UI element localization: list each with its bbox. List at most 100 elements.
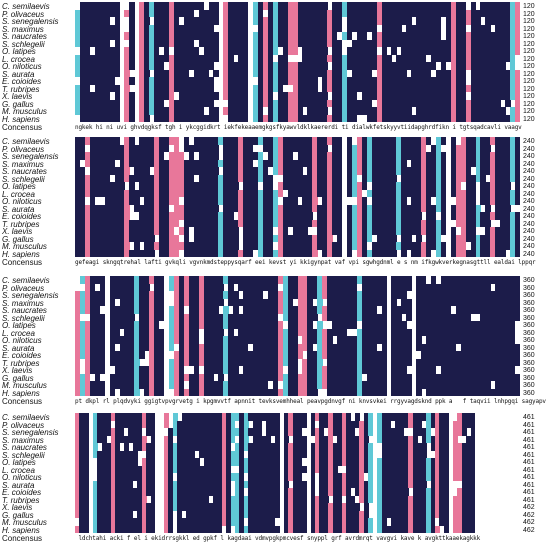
sequence-row — [75, 336, 520, 344]
sequence-row — [75, 219, 520, 227]
position-number: 120 — [523, 78, 535, 85]
species-label: M. musculus — [2, 242, 47, 251]
species-label: C. semilaevis — [2, 276, 50, 285]
sequence-row — [75, 99, 520, 107]
sequence-row — [75, 435, 520, 443]
position-number: 461 — [523, 444, 535, 451]
sequence-row — [75, 182, 520, 190]
species-label: P. olivaceus — [2, 144, 45, 154]
sequence-row — [75, 343, 520, 351]
species-label: P. olivaceus — [2, 420, 45, 430]
sequence-row — [75, 17, 520, 25]
position-number: 240 — [523, 213, 535, 220]
species-label: M. musculus — [2, 518, 47, 527]
position-number: 462 — [523, 504, 535, 511]
sequence-row — [75, 107, 520, 115]
consensus-sequence: pt dkpl rl plqdvyki ggigtvpvgrvetg i kpg… — [75, 398, 546, 405]
position-number: 461 — [523, 429, 535, 436]
position-number: 240 — [523, 138, 535, 145]
sequence-row — [75, 298, 520, 306]
species-label: O. latipes — [2, 458, 36, 467]
species-label: S. schlegelii — [2, 450, 45, 460]
sequence-row — [75, 465, 520, 473]
sequence-row — [75, 373, 520, 381]
species-label: S. schlegelii — [2, 174, 45, 184]
position-number: 120 — [523, 93, 535, 100]
sequence-row — [75, 249, 520, 257]
sequence-row — [75, 24, 520, 32]
species-label: S. senegalensis — [2, 152, 59, 161]
sequence-row — [75, 428, 520, 436]
species-label: G. gallus — [2, 234, 34, 244]
species-label: G. gallus — [2, 99, 34, 109]
species-label: X. laevis — [2, 503, 33, 512]
sequence-row — [75, 69, 520, 77]
position-number: 120 — [523, 55, 535, 63]
species-label: S. naucrates — [2, 306, 47, 315]
species-label: P. olivaceus — [2, 283, 45, 293]
sequence-row — [75, 204, 520, 212]
alignment-block-3: C. semilaevis P. olivaceus S. senegalensis… — [0, 276, 548, 406]
sequence-row — [75, 174, 520, 182]
sequence-row — [75, 413, 520, 421]
sequence-row — [75, 351, 520, 359]
species-label: S. schlegelii — [2, 39, 45, 49]
position-number: 461 — [523, 459, 535, 466]
position-number: 461 — [523, 414, 535, 421]
species-label: O. niloticus — [2, 197, 42, 206]
species-label: X. laevis — [2, 92, 33, 101]
position-number: 360 — [523, 344, 535, 352]
sequence-row — [75, 39, 520, 47]
species-label: X. laevis — [2, 366, 33, 375]
sequence-row — [75, 420, 520, 428]
sequence-row — [75, 510, 520, 518]
position-number: 120 — [523, 108, 535, 115]
sequence-row — [75, 92, 520, 100]
sequence-row — [75, 62, 520, 70]
position-number: 240 — [523, 153, 535, 160]
sequence-row — [75, 9, 520, 17]
species-label: M. musculus — [2, 107, 47, 116]
species-label: M. musculus — [2, 381, 47, 390]
position-number: 360 — [523, 329, 535, 337]
position-number: 462 — [523, 526, 535, 534]
species-label: H. sapiens — [2, 525, 40, 535]
position-number: 120 — [523, 48, 535, 55]
position-number: 360 — [523, 337, 535, 344]
sequence-row — [75, 450, 520, 458]
species-label: H. sapiens — [2, 388, 40, 398]
species-label: S. aurata — [2, 69, 35, 79]
position-number: 120 — [523, 25, 535, 33]
species-label: S. senegalensis — [2, 17, 59, 26]
sequence-row — [75, 480, 520, 488]
sequence-row — [75, 503, 520, 511]
sequence-row — [75, 381, 520, 389]
species-label: S. maximus — [2, 298, 44, 308]
position-number: 120 — [523, 63, 535, 70]
position-number: 360 — [523, 352, 535, 359]
position-number: 240 — [523, 190, 535, 198]
species-label: T. rubripes — [2, 358, 40, 368]
species-label: C. semilaevis — [2, 2, 50, 11]
species-label: O. niloticus — [2, 62, 42, 71]
sequence-row — [75, 32, 520, 40]
alignment-block-2: C. semilaevis P. olivaceus S. senegalensis… — [0, 137, 548, 267]
position-number: 240 — [523, 183, 535, 190]
sequence-row — [75, 525, 520, 533]
position-number: 360 — [523, 314, 535, 322]
position-number: 461 — [523, 489, 535, 496]
consensus-sequence: ngkek hi ni uvi ghvdqgksf tgh i ykcggidk… — [75, 124, 522, 131]
position-number: 240 — [523, 228, 535, 235]
position-number: 360 — [523, 307, 535, 314]
position-number: 360 — [523, 299, 535, 307]
sequence-row — [75, 358, 520, 366]
position-number: 360 — [523, 389, 535, 397]
species-label: C. semilaevis — [2, 137, 50, 146]
consensus-sequence: ldchtahi acki f el i ekidrrsgkkl ed gpkf… — [75, 535, 481, 542]
species-label: E. coioides — [2, 212, 42, 221]
sequence-row — [75, 159, 520, 167]
species-label: E. coioides — [2, 351, 42, 360]
sequence-row — [75, 488, 520, 496]
position-number: 360 — [523, 322, 535, 329]
sequence-row — [75, 77, 520, 85]
